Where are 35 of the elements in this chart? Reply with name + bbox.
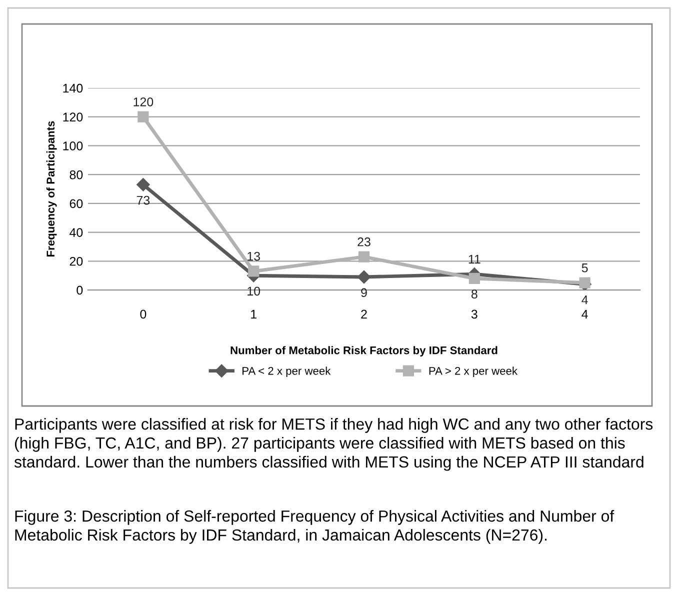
legend-label: PA < 2 x per week: [242, 366, 331, 378]
point: [248, 266, 260, 277]
point: [468, 272, 480, 284]
data-label: 4: [582, 296, 588, 304]
data-label: 13: [248, 252, 260, 261]
data-label: 73: [136, 196, 150, 205]
x-axis-title: Number of Metabolic Risk Factors by IDF Standard: [230, 346, 498, 356]
legend-label: PA > 2 x per week: [429, 366, 518, 378]
y-tick-label: 20: [70, 256, 83, 266]
y-tick-label: 120: [63, 112, 83, 122]
data-label: 8: [471, 290, 478, 298]
y-tick-label: 0: [76, 286, 83, 295]
data-label: 23: [358, 237, 370, 246]
x-tick-label: 3: [471, 310, 478, 319]
point: [138, 111, 149, 122]
y-tick-label: 60: [70, 199, 83, 208]
point: [357, 270, 371, 284]
data-label: 5: [582, 264, 588, 272]
x-tick-label: 1: [251, 310, 256, 319]
y-tick-label: 100: [63, 142, 83, 150]
x-tick-label: 4: [582, 310, 588, 319]
text: Participants were classified at risk for METS if they had high WC and any two other factors (high FBG, TC, A1C, and BP). 27 participants were classified with METS based on this standard. Lower than the numbers classified with METS using the NCEP ATP III standard: [14, 418, 653, 471]
x-tick-label: 0: [140, 310, 146, 319]
caption: Figure 3: Description of Self-reported Frequency of Physical Activities and Number of Metabolic Risk Factors by IDF Standard, in Jamaican Adolescents (N=276).: [15, 510, 614, 544]
y-tick-label: 80: [70, 170, 83, 180]
data-label: 120: [134, 97, 154, 106]
point: [358, 251, 370, 262]
y-tick-label: 40: [70, 228, 83, 237]
x-tick-label: 2: [361, 310, 367, 319]
data-label: 11: [468, 254, 480, 264]
data-label: 10: [248, 286, 260, 296]
data-label: 9: [361, 288, 367, 298]
point: [136, 178, 150, 192]
y-tick-label: 140: [63, 84, 83, 93]
y-axis-title: Frequency of Participants: [46, 121, 57, 256]
